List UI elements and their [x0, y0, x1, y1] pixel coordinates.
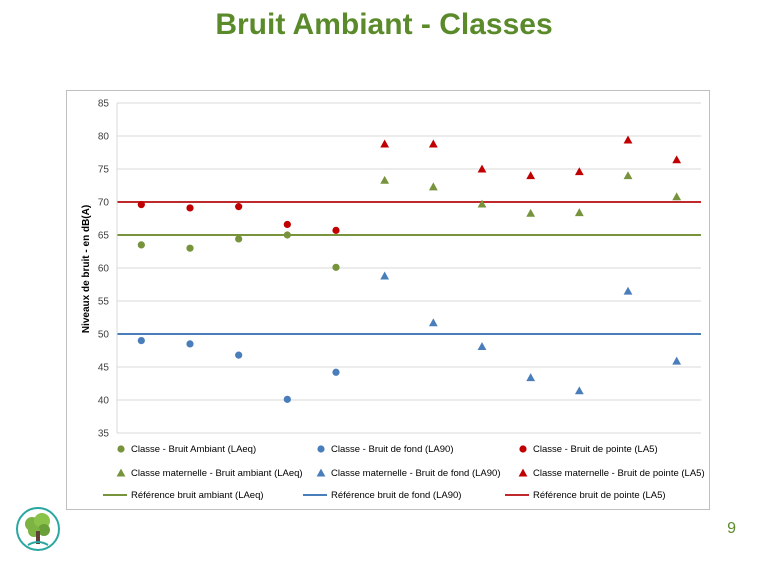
data-point — [477, 342, 487, 351]
data-point — [574, 386, 584, 395]
grid-layer — [117, 102, 701, 434]
data-point — [526, 208, 536, 217]
data-point — [380, 175, 390, 184]
legend-label: Classe maternelle - Bruit de fond (LA90) — [331, 468, 501, 479]
y-tick-label: 40 — [98, 396, 110, 407]
legend-marker — [519, 445, 527, 453]
legend-item: Classe maternelle - Bruit de pointe (LA5… — [518, 468, 705, 479]
data-point — [186, 340, 194, 348]
data-point — [623, 171, 633, 180]
data-point — [137, 241, 145, 249]
chart-frame: 35 40 45 50 55 60 65 70 75 80 85 Niveaux de bruit … — [66, 90, 710, 510]
data-points — [137, 135, 682, 403]
data-point — [283, 395, 291, 403]
legend-item: Référence bruit ambiant (LAeq) — [103, 490, 264, 501]
y-axis-title: Niveaux de bruit - en dB(A) — [81, 205, 92, 333]
data-point — [672, 192, 682, 201]
y-tick-label: 85 — [98, 99, 110, 110]
legend-marker — [316, 468, 326, 477]
data-point — [235, 203, 243, 211]
data-point — [283, 220, 291, 229]
legend: Classe - Bruit Ambiant (LAeq) Classe - Br… — [103, 444, 705, 501]
legend-item: Classe - Bruit de pointe (LA5) — [519, 444, 658, 455]
data-point — [428, 182, 438, 191]
data-point — [332, 226, 340, 234]
y-tick-label: 75 — [98, 165, 110, 176]
legend-marker — [117, 445, 125, 453]
legend-label: Classe maternelle - Bruit de pointe (LA5… — [533, 468, 705, 479]
data-point — [477, 164, 487, 173]
legend-marker — [317, 445, 325, 453]
legend-label: Classe - Bruit de pointe (LA5) — [533, 444, 658, 455]
page-number: 9 — [727, 520, 736, 537]
data-point — [623, 286, 633, 295]
y-tick-label: 45 — [98, 363, 110, 374]
data-point — [623, 135, 633, 144]
slide-title: Bruit Ambiant - Classes — [215, 8, 553, 41]
legend-item: Classe - Bruit Ambiant (LAeq) — [117, 444, 256, 455]
legend-item: Classe maternelle - Bruit ambiant (LAeq) — [116, 468, 303, 479]
reference-lines — [117, 201, 701, 335]
legend-label: Référence bruit de pointe (LA5) — [533, 490, 666, 501]
legend-item: Référence bruit de pointe (LA5) — [505, 490, 666, 501]
data-point — [186, 204, 194, 212]
data-point — [574, 208, 584, 217]
data-point — [332, 263, 340, 271]
legend-label: Référence bruit ambiant (LAeq) — [131, 490, 264, 501]
data-point — [332, 368, 340, 376]
data-point — [186, 244, 194, 252]
tree-logo-icon — [14, 505, 62, 558]
y-tick-label: 80 — [98, 132, 110, 143]
data-point — [428, 318, 438, 327]
data-point — [477, 199, 487, 208]
data-point — [380, 271, 390, 280]
data-point — [137, 337, 145, 345]
y-tick-label: 70 — [98, 198, 110, 209]
legend-marker — [116, 468, 126, 477]
data-point — [380, 139, 390, 148]
y-tick-label: 35 — [98, 429, 110, 440]
y-tick-label: 60 — [98, 264, 110, 275]
y-tick-label: 50 — [98, 330, 110, 341]
legend-marker — [518, 468, 528, 477]
y-tick-label: 55 — [98, 297, 110, 308]
legend-item: Référence bruit de fond (LA90) — [303, 490, 461, 501]
legend-label: Référence bruit de fond (LA90) — [331, 490, 461, 501]
data-point — [283, 231, 291, 239]
data-point — [574, 167, 584, 176]
legend-label: Classe - Bruit Ambiant (LAeq) — [131, 444, 256, 455]
data-point — [235, 235, 243, 243]
legend-item: Classe - Bruit de fond (LA90) — [317, 444, 454, 455]
scatter-chart: 35 40 45 50 55 60 65 70 75 80 85 Niveaux de bruit … — [81, 99, 705, 502]
legend-item: Classe maternelle - Bruit de fond (LA90) — [316, 468, 501, 479]
data-point — [526, 373, 536, 382]
legend-label: Classe maternelle - Bruit ambiant (LAeq) — [131, 468, 303, 479]
legend-label: Classe - Bruit de fond (LA90) — [331, 444, 454, 455]
data-point — [137, 201, 145, 209]
data-point — [526, 171, 536, 180]
data-point — [428, 139, 438, 148]
y-tick-label: 65 — [98, 231, 110, 242]
data-point — [672, 155, 682, 164]
data-point — [672, 356, 682, 365]
y-axis: 35 40 45 50 55 60 65 70 75 80 85 — [98, 99, 118, 440]
data-point — [235, 351, 243, 359]
